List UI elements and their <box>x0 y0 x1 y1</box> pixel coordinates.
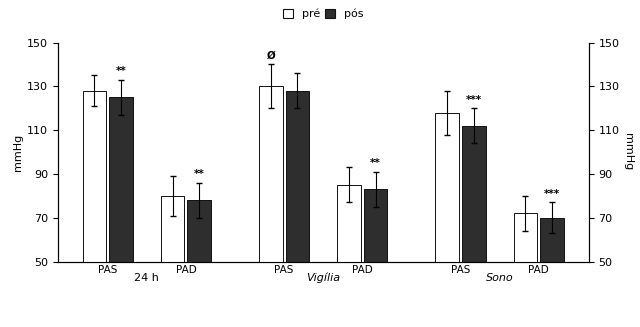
Text: ***: *** <box>544 189 560 199</box>
Bar <box>161 196 184 262</box>
Bar <box>188 200 211 262</box>
Legend: pré, pós: pré, pós <box>283 9 364 19</box>
Text: **: ** <box>370 159 381 168</box>
Bar <box>513 214 537 262</box>
Bar <box>285 91 309 262</box>
Bar <box>462 126 486 262</box>
Text: PAS: PAS <box>451 265 470 275</box>
Text: PAS: PAS <box>275 265 294 275</box>
Text: PAD: PAD <box>175 265 196 275</box>
Bar <box>540 218 564 262</box>
Text: **: ** <box>116 66 127 77</box>
Text: Ø: Ø <box>266 51 275 61</box>
Y-axis label: mmHg: mmHg <box>623 133 634 171</box>
Bar <box>109 97 133 262</box>
Text: Vigília: Vigília <box>306 272 340 283</box>
Bar <box>337 185 361 262</box>
Text: ***: *** <box>466 95 482 105</box>
Y-axis label: mmHg: mmHg <box>13 133 22 171</box>
Text: PAD: PAD <box>528 265 549 275</box>
Bar <box>83 91 106 262</box>
Bar <box>435 112 459 262</box>
Text: 24 h: 24 h <box>134 272 159 283</box>
Bar <box>259 86 283 262</box>
Text: **: ** <box>194 169 205 180</box>
Bar <box>364 189 387 262</box>
Text: PAD: PAD <box>352 265 372 275</box>
Text: Sono: Sono <box>486 272 513 283</box>
Text: PAS: PAS <box>98 265 118 275</box>
